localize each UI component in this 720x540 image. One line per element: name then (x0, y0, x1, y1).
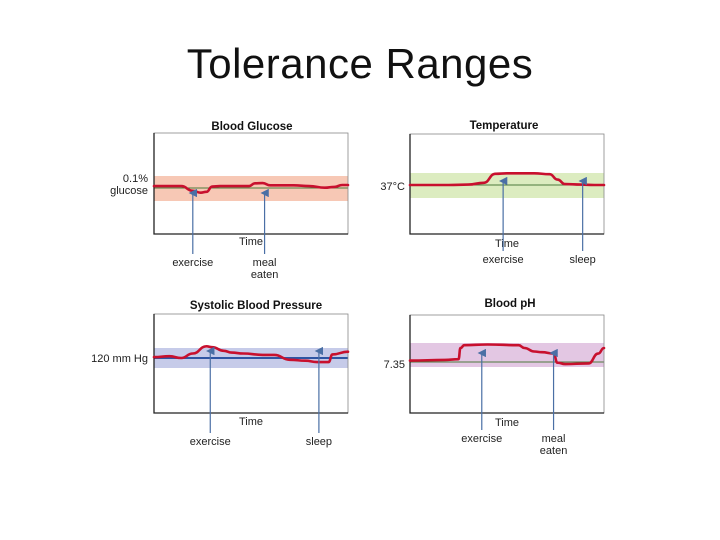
axes (153, 314, 348, 414)
event-label: exercise (172, 257, 213, 269)
x-axis-label: Time (495, 238, 519, 250)
axes (409, 134, 604, 235)
event-label: exercise (483, 254, 524, 266)
x-axis-label: Time (239, 416, 263, 428)
panel-0: Blood Glucose 0.1% glucose Time exercise meal… (110, 121, 350, 281)
event-label: exercise (461, 433, 502, 445)
event-label: sleep (306, 436, 332, 448)
panel-title: Blood Glucose (211, 121, 292, 133)
panel-title: Temperature (470, 120, 539, 132)
x-axis-label: Time (239, 236, 263, 248)
panel-title: Systolic Blood Pressure (190, 300, 322, 312)
event-label: meal eaten (540, 433, 568, 457)
x-axis-label: Time (495, 417, 519, 429)
set-point-label: 37°C (380, 181, 405, 193)
event-label: meal eaten (251, 257, 279, 281)
panel-2: Systolic Blood Pressure 120 mm Hg Time exer… (91, 300, 350, 448)
axes (409, 315, 604, 414)
axes (153, 133, 348, 235)
panel-1: Temperature 37°C Time exercise sleep (380, 120, 606, 266)
event-label: exercise (190, 436, 231, 448)
panel-title: Blood pH (484, 298, 535, 310)
set-point-label: 7.35 (384, 359, 405, 371)
panel-3: Blood pH 7.35 Time exercise meal eaten (384, 298, 606, 457)
trace-line (152, 345, 350, 364)
slide-title: Tolerance Ranges (186, 40, 534, 87)
set-point-label: 0.1% glucose (110, 173, 148, 197)
event-label: sleep (570, 254, 596, 266)
set-point-label: 120 mm Hg (91, 353, 148, 365)
trace-line (408, 343, 606, 366)
